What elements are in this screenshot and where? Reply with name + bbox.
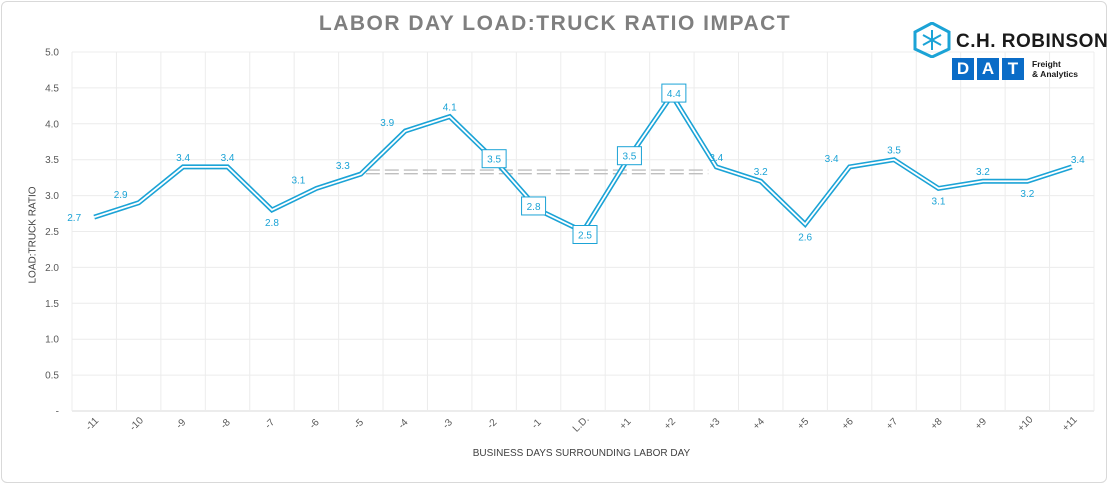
- data-label: 3.4: [709, 153, 723, 164]
- data-label: 3.4: [1071, 155, 1085, 166]
- data-label: 3.5: [487, 155, 501, 166]
- ch-robinson-logo: C.H. ROBINSON: [912, 21, 1108, 59]
- data-label: 3.5: [622, 152, 636, 163]
- x-tick-label: -5: [352, 417, 366, 431]
- y-tick-label: 5.0: [45, 48, 59, 59]
- x-tick-label: -6: [308, 417, 322, 431]
- data-label: 2.7: [67, 213, 81, 224]
- x-tick-label: +8: [929, 416, 945, 432]
- data-label: 3.5: [887, 146, 901, 157]
- y-tick-label: 2.0: [45, 263, 59, 274]
- data-label-box: [481, 149, 507, 169]
- data-label-box: [616, 146, 642, 166]
- x-tick-label: -1: [530, 417, 544, 431]
- data-label: 3.3: [336, 161, 350, 172]
- ch-robinson-name: C.H. ROBINSON: [956, 31, 1109, 52]
- y-tick-label: -: [56, 407, 59, 418]
- x-tick-label: -11: [84, 415, 102, 433]
- dat-letter-t: T: [1002, 58, 1024, 80]
- x-tick-label: +2: [662, 416, 678, 432]
- data-label: 3.2: [976, 167, 990, 178]
- x-tick-label: -7: [263, 417, 277, 431]
- y-tick-label: 4.0: [45, 119, 59, 130]
- x-tick-label: +6: [840, 416, 856, 432]
- data-label-box: [521, 196, 547, 216]
- dat-letter-a: A: [977, 58, 999, 80]
- x-tick-label: -10: [128, 415, 146, 433]
- x-tick-label: +5: [795, 416, 811, 432]
- data-label: 4.1: [443, 103, 457, 114]
- data-label: 3.2: [1020, 189, 1034, 200]
- x-tick-label: +10: [1016, 414, 1036, 434]
- data-label: 2.6: [798, 232, 812, 243]
- x-tick-label: +9: [973, 416, 989, 432]
- dat-tagline: Freight & Analytics: [1032, 59, 1078, 79]
- dat-letter-d: D: [952, 58, 974, 80]
- data-label: 2.8: [527, 202, 541, 213]
- x-tick-label: +4: [751, 416, 767, 432]
- y-tick-label: 3.5: [45, 155, 59, 166]
- y-tick-label: 0.5: [45, 371, 59, 382]
- x-tick-label: +7: [884, 416, 900, 432]
- data-label: 3.1: [932, 196, 946, 207]
- y-tick-label: 3.0: [45, 191, 59, 202]
- x-tick-label: -2: [485, 417, 499, 431]
- data-label: 2.5: [578, 231, 592, 242]
- data-label: 3.4: [221, 153, 235, 164]
- data-label: 4.4: [667, 89, 681, 100]
- y-tick-label: 2.5: [45, 227, 59, 238]
- y-tick-label: 4.5: [45, 83, 59, 94]
- data-label: 3.9: [380, 118, 394, 129]
- dat-logo: D A T Freight & Analytics: [952, 58, 1092, 82]
- x-tick-label: L.D.: [571, 414, 592, 435]
- data-label: 3.2: [754, 167, 768, 178]
- x-tick-label: -4: [396, 417, 410, 431]
- x-tick-label: +11: [1060, 414, 1080, 434]
- x-tick-label: +1: [618, 416, 634, 432]
- x-tick-label: -8: [219, 417, 233, 431]
- x-axis-label: BUSINESS DAYS SURROUNDING LABOR DAY: [472, 448, 691, 459]
- chart-title: LABOR DAY LOAD:TRUCK RATIO IMPACT: [318, 12, 792, 35]
- x-tick-label: -3: [441, 417, 455, 431]
- data-label: 3.4: [176, 153, 190, 164]
- x-tick-label: +3: [707, 416, 723, 432]
- series-line-core: [93, 93, 1073, 233]
- snowflake-cube-icon: [913, 21, 951, 59]
- data-label: 3.4: [825, 154, 839, 165]
- x-tick-label: -9: [174, 417, 188, 431]
- data-label: 2.8: [265, 218, 279, 229]
- series-line: [93, 90, 1073, 235]
- y-tick-label: 1.0: [45, 335, 59, 346]
- data-label-box: [572, 225, 598, 244]
- data-label: 2.9: [114, 190, 128, 201]
- data-label-box: [661, 83, 687, 103]
- data-label: 3.1: [291, 175, 305, 186]
- y-tick-label: 1.5: [45, 299, 59, 310]
